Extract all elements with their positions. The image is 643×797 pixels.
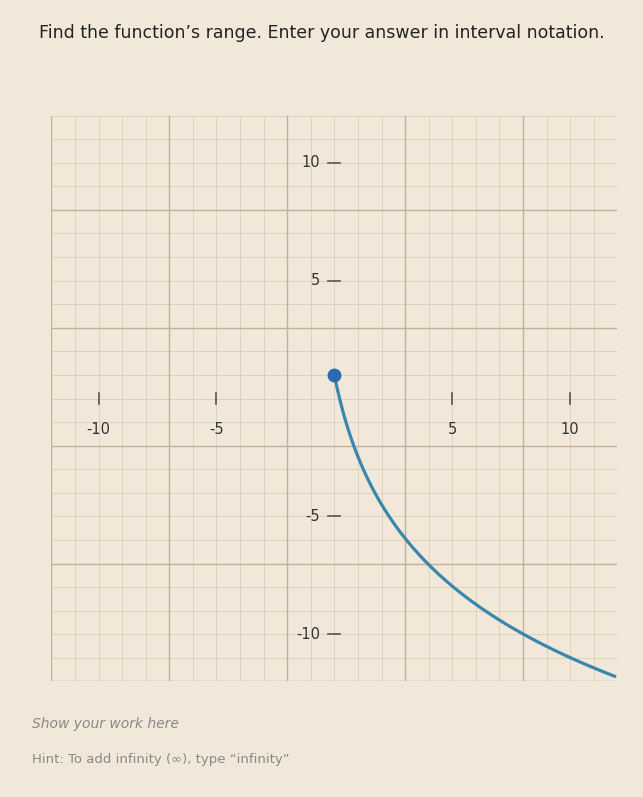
Text: 5: 5 xyxy=(448,422,457,437)
Text: 10: 10 xyxy=(561,422,579,437)
Text: 5: 5 xyxy=(311,273,320,289)
Text: -5: -5 xyxy=(209,422,224,437)
Text: Find the function’s range. Enter your answer in interval notation.: Find the function’s range. Enter your an… xyxy=(39,24,604,42)
Text: -10: -10 xyxy=(296,626,320,642)
Text: -10: -10 xyxy=(87,422,111,437)
Text: Hint: To add infinity (∞), type “infinity”: Hint: To add infinity (∞), type “infinit… xyxy=(32,753,290,766)
Text: Show your work here: Show your work here xyxy=(32,717,179,732)
Text: 10: 10 xyxy=(302,155,320,171)
Text: -5: -5 xyxy=(305,508,320,524)
